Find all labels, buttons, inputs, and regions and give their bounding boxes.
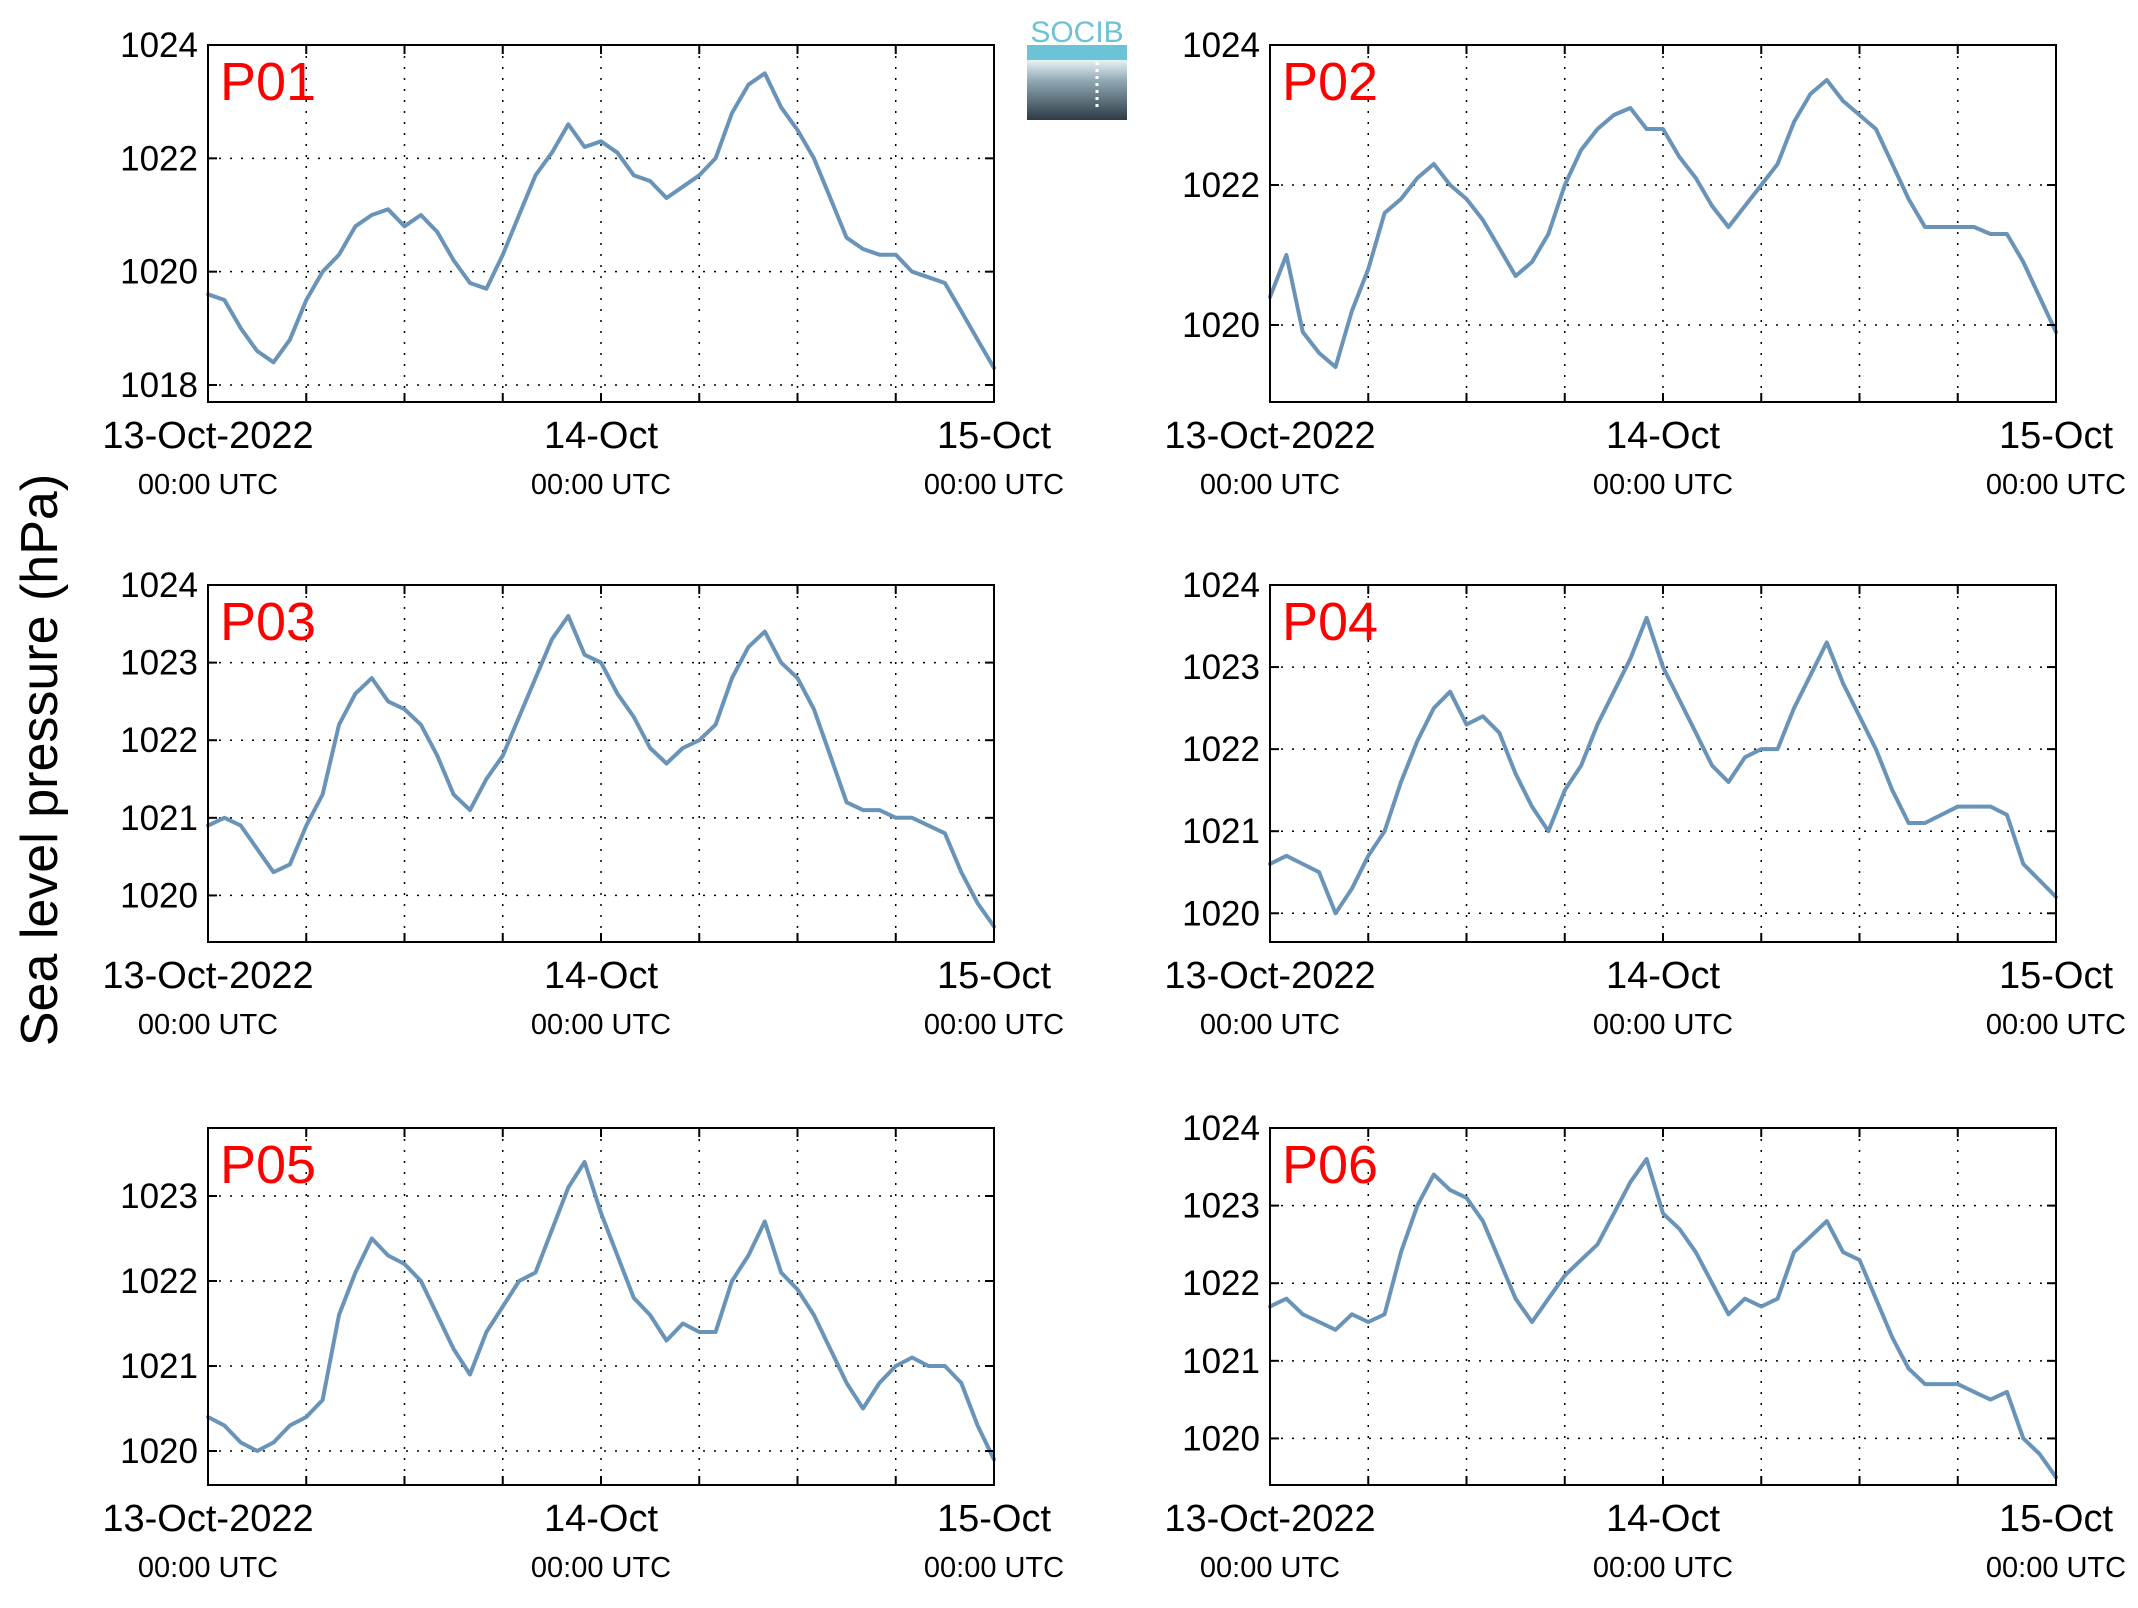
- panel-label: P03: [220, 592, 316, 652]
- y-tick-label: 1022: [1182, 166, 1260, 205]
- x-tick-label: 15-Oct: [1999, 1498, 2113, 1540]
- y-tick-label: 1020: [1182, 306, 1260, 345]
- x-tick-label: 14-Oct: [544, 1498, 658, 1540]
- plot-area: [208, 585, 994, 942]
- y-tick-label: 1021: [1182, 1342, 1260, 1381]
- x-tick-label: 15-Oct: [1999, 955, 2113, 997]
- x-tick-sublabel: 00:00 UTC: [1200, 1552, 1340, 1584]
- x-tick-sublabel: 00:00 UTC: [1986, 1009, 2126, 1041]
- x-tick-sublabel: 00:00 UTC: [138, 469, 278, 501]
- y-tick-label: 1021: [120, 799, 198, 838]
- x-tick-sublabel: 00:00 UTC: [924, 1552, 1064, 1584]
- y-tick-label: 1020: [120, 876, 198, 915]
- x-tick-sublabel: 00:00 UTC: [138, 1552, 278, 1584]
- panel-p02: 1020 1022 1024 13-Oct-2022 00:00 UTC 14-Oct 00…: [1164, 26, 2126, 501]
- x-tick-label: 15-Oct: [937, 955, 1051, 997]
- x-tick-label: 14-Oct: [1606, 955, 1720, 997]
- y-tick-label: 1023: [120, 1177, 198, 1216]
- y-tick-label: 1024: [1182, 566, 1260, 605]
- y-tick-label: 1022: [120, 721, 198, 760]
- y-tick-label: 1024: [120, 26, 198, 65]
- series-line-p03: [206, 614, 996, 929]
- plot-area: [208, 45, 994, 402]
- plot-area: [1270, 585, 2056, 942]
- panel-label: P01: [220, 52, 316, 112]
- x-tick-label: 15-Oct: [937, 415, 1051, 457]
- y-tick-label: 1022: [1182, 730, 1260, 769]
- y-tick-label: 1023: [1182, 648, 1260, 687]
- panel-p01: 1018 1020 1022 1024 13-Oct-2022 00:00 UTC 14-O…: [102, 26, 1064, 501]
- y-tick-label: 1020: [120, 253, 198, 292]
- x-tick-sublabel: 00:00 UTC: [924, 1009, 1064, 1041]
- x-tick-sublabel: 00:00 UTC: [1986, 469, 2126, 501]
- x-tick-label: 13-Oct-2022: [1164, 955, 1375, 997]
- socib-logo: SOCIB: [1027, 16, 1127, 120]
- y-tick-label: 1020: [120, 1432, 198, 1471]
- y-tick-label: 1021: [1182, 812, 1260, 851]
- y-tick-label: 1021: [120, 1347, 198, 1386]
- x-tick-sublabel: 00:00 UTC: [531, 1009, 671, 1041]
- x-tick-label: 13-Oct-2022: [102, 415, 313, 457]
- y-tick-label: 1018: [120, 366, 198, 405]
- panel-label: P04: [1282, 592, 1378, 652]
- x-tick-label: 15-Oct: [937, 1498, 1051, 1540]
- x-tick-sublabel: 00:00 UTC: [1200, 469, 1340, 501]
- series-line-p05: [206, 1160, 996, 1462]
- x-tick-sublabel: 00:00 UTC: [531, 469, 671, 501]
- series-line-p06: [1268, 1157, 2058, 1480]
- plot-area: [208, 1128, 994, 1485]
- x-tick-sublabel: 00:00 UTC: [1986, 1552, 2126, 1584]
- x-tick-label: 13-Oct-2022: [1164, 1498, 1375, 1540]
- x-tick-sublabel: 00:00 UTC: [1593, 1552, 1733, 1584]
- y-tick-label: 1024: [120, 566, 198, 605]
- plot-area: [1270, 45, 2056, 402]
- x-tick-sublabel: 00:00 UTC: [924, 469, 1064, 501]
- panel-label: P05: [220, 1135, 316, 1195]
- series-line-p04: [1268, 615, 2058, 916]
- x-tick-label: 14-Oct: [1606, 415, 1720, 457]
- x-tick-label: 13-Oct-2022: [102, 1498, 313, 1540]
- y-tick-label: 1023: [1182, 1187, 1260, 1226]
- x-tick-label: 13-Oct-2022: [102, 955, 313, 997]
- panel-p05: 1020 1021 1022 1023 13-Oct-2022 00:00 UTC 14-O…: [102, 1127, 1064, 1584]
- x-tick-label: 14-Oct: [544, 955, 658, 997]
- y-tick-label: 1022: [120, 1262, 198, 1301]
- y-tick-label: 1023: [120, 644, 198, 683]
- y-tick-label: 1022: [1182, 1264, 1260, 1303]
- y-tick-label: 1024: [1182, 1109, 1260, 1148]
- x-tick-sublabel: 00:00 UTC: [531, 1552, 671, 1584]
- y-tick-label: 1020: [1182, 1419, 1260, 1458]
- figure-ylabel: Sea level pressure (hPa): [11, 474, 69, 1046]
- panel-p06: 1020 1021 1022 1023 1024 13-Oct-2022 00:00 UTC…: [1164, 1109, 2126, 1584]
- x-tick-label: 13-Oct-2022: [1164, 415, 1375, 457]
- series-line-p02: [1268, 78, 2058, 369]
- panel-label: P02: [1282, 52, 1378, 112]
- socib-logo-text: SOCIB: [1030, 16, 1123, 49]
- y-tick-label: 1020: [1182, 894, 1260, 933]
- panel-p04: 1020 1021 1022 1023 1024 13-Oct-2022 00:00 UTC…: [1164, 566, 2126, 1041]
- x-tick-sublabel: 00:00 UTC: [1200, 1009, 1340, 1041]
- x-tick-sublabel: 00:00 UTC: [1593, 1009, 1733, 1041]
- y-tick-label: 1022: [120, 139, 198, 178]
- y-tick-label: 1024: [1182, 26, 1260, 65]
- panel-p03: 1020 1021 1022 1023 1024 13-Oct-2022 00:00 UTC…: [102, 566, 1064, 1041]
- x-tick-label: 14-Oct: [544, 415, 658, 457]
- x-tick-sublabel: 00:00 UTC: [1593, 469, 1733, 501]
- series-line-p01: [206, 71, 996, 370]
- x-tick-label: 15-Oct: [1999, 415, 2113, 457]
- x-tick-sublabel: 00:00 UTC: [138, 1009, 278, 1041]
- x-tick-label: 14-Oct: [1606, 1498, 1720, 1540]
- panel-label: P06: [1282, 1135, 1378, 1195]
